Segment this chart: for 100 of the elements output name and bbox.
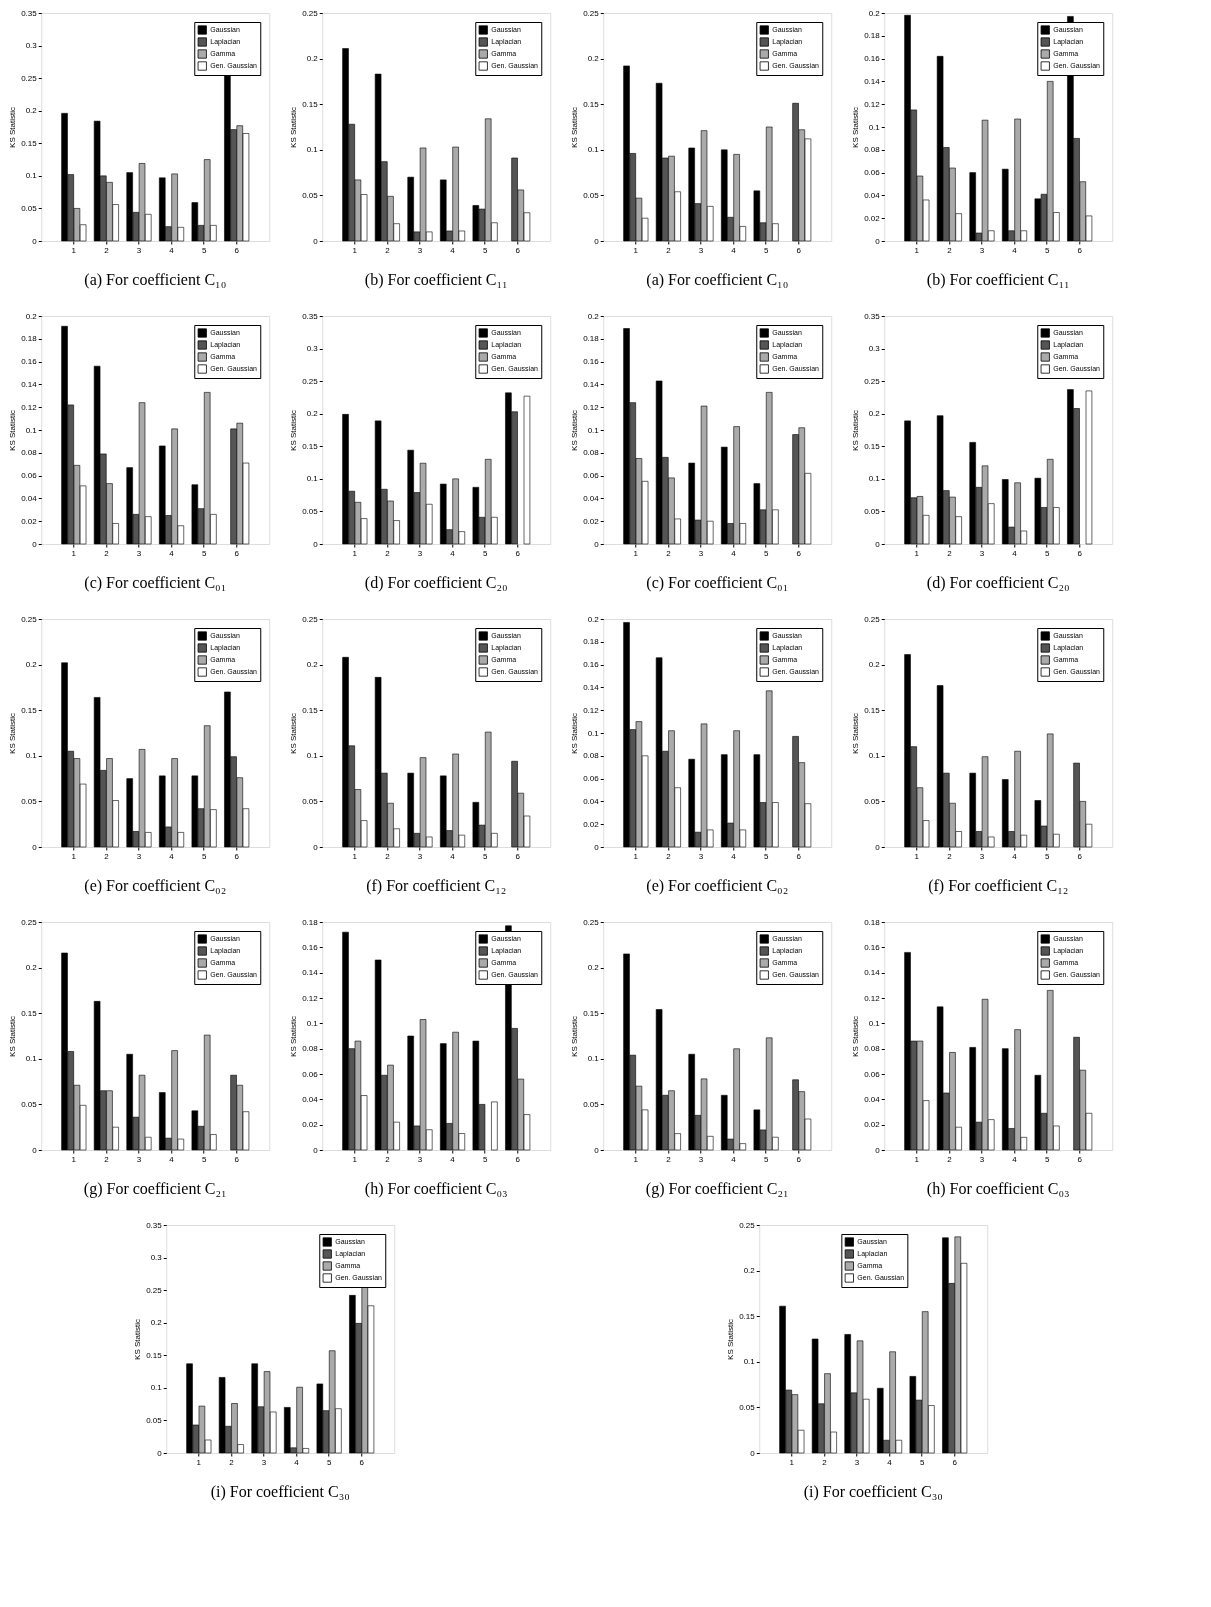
y-tick-label: 0.05: [583, 190, 600, 200]
y-tick-label: 0.2: [25, 963, 38, 973]
y-tick-label: 0.12: [583, 402, 600, 412]
x-tick-label: 5: [1044, 851, 1050, 861]
x-tick-label: 3: [698, 1154, 704, 1164]
y-tick-label: 0.16: [583, 660, 600, 670]
y-tick-label: 0.08: [583, 448, 600, 458]
x-tick-label: 5: [326, 1457, 332, 1467]
x-tick-label: 6: [1077, 851, 1083, 861]
y-tick-label: 0.1: [743, 1357, 756, 1367]
x-tick-label: 1: [633, 851, 639, 861]
text: (i) For coefficient C₃₀: [803, 1483, 943, 1501]
y-tick-label: 0.1: [150, 1383, 163, 1393]
y-tick-label: 0.1: [587, 1054, 600, 1064]
x-tick-label: 3: [136, 548, 142, 558]
y-tick-label: 0.2: [743, 1266, 756, 1276]
y-tick-label: 0.1: [25, 425, 38, 435]
x-tick-label: 2: [104, 548, 110, 558]
x-tick-label: 6: [1077, 245, 1083, 255]
x-tick-label: 5: [763, 1154, 769, 1164]
x-tick-label: 1: [352, 851, 358, 861]
y-tick-label: 0.16: [864, 54, 881, 64]
x-tick-label: 6: [234, 548, 240, 558]
text: (f) For coefficient C₁₂: [366, 877, 507, 895]
x-tick-label: 6: [1077, 1154, 1083, 1164]
y-tick-label: 0: [875, 539, 881, 549]
y-tick-label: 0: [750, 1448, 756, 1458]
y-tick-label: 0.05: [21, 203, 38, 213]
y-axis-title: KS Statistic: [8, 107, 18, 148]
y-tick-label: 0.1: [868, 751, 881, 761]
y-tick-label: 0.1: [306, 145, 319, 155]
y-tick-label: 0.15: [583, 99, 600, 109]
x-tick-label: 4: [731, 245, 737, 255]
y-tick-label: 0.2: [25, 106, 38, 116]
x-tick-label: 5: [482, 851, 488, 861]
x-tick-label: 6: [796, 548, 802, 558]
y-tick-label: 0.12: [864, 993, 881, 1003]
y-tick-label: 0.14: [21, 379, 38, 389]
y-tick-label: 0: [157, 1448, 163, 1458]
y-tick-label: 0.1: [306, 751, 319, 761]
x-tick-label: 5: [1044, 548, 1050, 558]
y-tick-label: 0.1: [868, 1018, 881, 1028]
y-tick-label: 0: [313, 236, 319, 246]
x-tick-label: 2: [947, 245, 953, 255]
y-tick-label: 0.2: [587, 54, 600, 64]
y-tick-label: 0.15: [21, 138, 38, 148]
x-tick-label: 4: [169, 851, 175, 861]
y-tick-label: 0.15: [21, 705, 38, 715]
x-tick-label: 3: [979, 548, 985, 558]
y-tick-label: 0: [32, 842, 38, 852]
y-tick-label: 0: [32, 236, 38, 246]
y-tick-label: 0.2: [306, 54, 319, 64]
x-tick-label: 3: [979, 1154, 985, 1164]
x-tick-label: 1: [71, 548, 77, 558]
y-tick-label: 0.25: [21, 614, 38, 624]
y-tick-label: 0.05: [302, 190, 319, 200]
y-tick-label: 0.25: [739, 1220, 756, 1230]
y-tick-label: 0: [594, 842, 600, 852]
y-tick-label: 0.18: [583, 334, 600, 344]
x-tick-label: 5: [201, 548, 207, 558]
text: (g) For coefficient C₂₁: [645, 1180, 789, 1198]
bar: [523, 395, 531, 545]
y-tick-label: 0.15: [864, 705, 881, 715]
y-tick-label: 0.2: [868, 8, 881, 18]
x-tick-label: 1: [789, 1457, 795, 1467]
x-tick-label: 1: [71, 851, 77, 861]
y-tick-label: 0.1: [587, 728, 600, 738]
y-tick-label: 0.35: [21, 8, 38, 18]
y-tick-label: 0: [32, 539, 38, 549]
y-tick-label: 0.2: [587, 614, 600, 624]
y-axis-title: KS Statistic: [570, 713, 580, 754]
y-tick-label: 0.15: [302, 99, 319, 109]
x-tick-label: 3: [979, 851, 985, 861]
x-tick-label: 1: [914, 548, 920, 558]
y-tick-label: 0.25: [21, 73, 38, 83]
x-tick-label: 5: [482, 548, 488, 558]
x-tick-label: 5: [763, 548, 769, 558]
x-tick-label: 4: [731, 1154, 737, 1164]
x-tick-label: 2: [822, 1457, 828, 1467]
y-tick-label: 0.08: [583, 751, 600, 761]
y-tick-label: 0.25: [583, 917, 600, 927]
y-tick-label: 0.2: [25, 660, 38, 670]
y-tick-label: 0.15: [739, 1311, 756, 1321]
text: (i) For coefficient C₃₀: [210, 1483, 350, 1501]
x-tick-label: 1: [633, 548, 639, 558]
y-axis-title: KS Statistic: [851, 1016, 861, 1057]
x-tick-label: 6: [952, 1457, 958, 1467]
x-tick-label: 6: [796, 245, 802, 255]
x-tick-label: 5: [763, 851, 769, 861]
x-tick-label: 4: [169, 245, 175, 255]
x-tick-label: 4: [169, 548, 175, 558]
y-tick-label: 0: [313, 842, 319, 852]
x-tick-label: 6: [515, 245, 521, 255]
y-tick-label: 0.15: [583, 1008, 600, 1018]
x-tick-label: 2: [947, 548, 953, 558]
x-tick-label: 2: [666, 1154, 672, 1164]
y-tick-label: 0.15: [302, 705, 319, 715]
y-axis-title: KS Statistic: [289, 713, 299, 754]
x-tick-label: 2: [104, 1154, 110, 1164]
y-tick-label: 0: [32, 1145, 38, 1155]
